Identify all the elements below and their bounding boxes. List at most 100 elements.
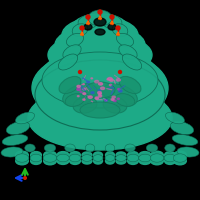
Ellipse shape (170, 121, 194, 135)
Ellipse shape (118, 90, 122, 92)
Ellipse shape (35, 80, 165, 136)
Ellipse shape (117, 98, 119, 99)
Ellipse shape (2, 135, 28, 145)
Ellipse shape (65, 94, 85, 106)
Ellipse shape (119, 76, 141, 94)
Ellipse shape (77, 88, 81, 90)
Ellipse shape (122, 54, 142, 70)
Ellipse shape (63, 84, 97, 106)
Ellipse shape (115, 94, 135, 106)
Ellipse shape (44, 157, 56, 165)
Ellipse shape (82, 155, 92, 161)
Circle shape (98, 10, 102, 14)
Ellipse shape (165, 144, 175, 152)
Ellipse shape (91, 78, 93, 79)
Ellipse shape (70, 152, 80, 158)
Ellipse shape (44, 151, 56, 159)
Circle shape (80, 26, 84, 30)
Ellipse shape (94, 155, 102, 161)
Ellipse shape (43, 154, 57, 162)
Ellipse shape (98, 90, 101, 91)
Ellipse shape (116, 155, 126, 161)
Ellipse shape (139, 152, 151, 158)
Ellipse shape (93, 155, 103, 161)
Ellipse shape (85, 144, 95, 152)
Ellipse shape (119, 76, 141, 94)
Ellipse shape (151, 157, 163, 165)
Ellipse shape (16, 154, 28, 162)
Ellipse shape (112, 24, 128, 36)
Ellipse shape (113, 99, 115, 101)
Ellipse shape (42, 52, 158, 108)
Circle shape (110, 15, 114, 19)
Ellipse shape (16, 151, 28, 159)
Ellipse shape (31, 155, 41, 161)
Ellipse shape (83, 99, 85, 100)
Ellipse shape (125, 144, 135, 152)
Ellipse shape (94, 158, 102, 164)
Ellipse shape (83, 93, 86, 95)
Ellipse shape (139, 154, 151, 162)
Ellipse shape (146, 144, 158, 152)
Ellipse shape (87, 81, 90, 83)
Ellipse shape (111, 99, 114, 100)
Ellipse shape (174, 154, 186, 162)
Circle shape (116, 26, 120, 30)
Polygon shape (116, 32, 120, 35)
Ellipse shape (172, 135, 198, 145)
Ellipse shape (128, 158, 138, 164)
Ellipse shape (151, 151, 163, 159)
Ellipse shape (107, 79, 109, 80)
Ellipse shape (165, 112, 185, 124)
Ellipse shape (95, 29, 105, 35)
Ellipse shape (82, 155, 92, 161)
Ellipse shape (32, 50, 168, 126)
Ellipse shape (99, 83, 103, 85)
Ellipse shape (72, 14, 128, 42)
Ellipse shape (106, 158, 114, 164)
Ellipse shape (82, 152, 92, 158)
Ellipse shape (6, 121, 30, 135)
Ellipse shape (114, 100, 116, 102)
Ellipse shape (116, 155, 126, 161)
Ellipse shape (99, 93, 101, 94)
Ellipse shape (77, 85, 80, 87)
Ellipse shape (112, 96, 115, 98)
Polygon shape (86, 21, 90, 24)
Ellipse shape (103, 97, 127, 113)
Ellipse shape (98, 92, 101, 94)
Ellipse shape (82, 158, 92, 164)
Ellipse shape (48, 33, 152, 77)
Ellipse shape (106, 155, 114, 161)
Ellipse shape (15, 112, 35, 124)
Ellipse shape (109, 84, 112, 86)
Ellipse shape (31, 152, 41, 158)
Ellipse shape (139, 158, 151, 164)
Ellipse shape (98, 95, 102, 97)
Ellipse shape (150, 154, 164, 162)
Ellipse shape (116, 79, 120, 81)
Ellipse shape (15, 154, 29, 162)
Ellipse shape (151, 154, 163, 162)
Ellipse shape (105, 100, 107, 101)
Ellipse shape (88, 10, 112, 26)
Ellipse shape (55, 25, 145, 65)
Ellipse shape (57, 158, 69, 164)
Ellipse shape (25, 144, 35, 152)
Circle shape (78, 71, 82, 73)
Ellipse shape (77, 88, 80, 90)
Ellipse shape (65, 144, 75, 152)
Ellipse shape (70, 155, 80, 161)
Ellipse shape (62, 17, 138, 53)
Circle shape (24, 177, 26, 179)
Ellipse shape (70, 158, 80, 164)
Ellipse shape (116, 158, 126, 164)
Ellipse shape (44, 154, 56, 162)
Ellipse shape (103, 84, 137, 106)
Ellipse shape (58, 54, 78, 70)
Ellipse shape (40, 48, 160, 108)
Ellipse shape (174, 151, 186, 159)
Polygon shape (98, 16, 102, 19)
Ellipse shape (63, 84, 97, 106)
Ellipse shape (73, 97, 97, 113)
